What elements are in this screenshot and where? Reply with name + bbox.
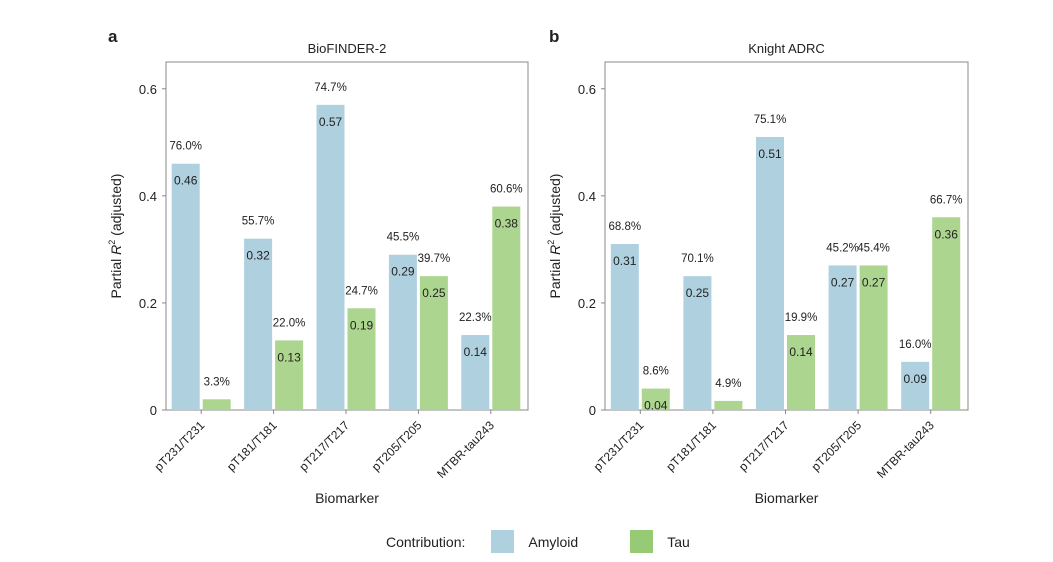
bar-amyloid xyxy=(610,244,639,410)
value-label: 0.09 xyxy=(904,372,928,386)
plot-frame xyxy=(165,61,529,411)
bar-tau xyxy=(492,206,521,410)
value-label: 0.51 xyxy=(758,147,782,161)
pct-label: 19.9% xyxy=(785,312,818,324)
pct-label: 45.2% xyxy=(826,242,859,254)
pct-label: 16.0% xyxy=(899,339,932,351)
bar-amyloid xyxy=(828,265,857,410)
pct-label: 55.7% xyxy=(242,216,275,228)
bar-tau xyxy=(275,340,304,410)
bar-amyloid xyxy=(461,335,490,410)
value-label: 0.32 xyxy=(246,249,270,263)
panel-title: Knight ADRC xyxy=(748,41,825,56)
value-label: 0.14 xyxy=(789,345,813,359)
panel-title: BioFINDER-2 xyxy=(308,41,387,56)
bar-amyloid xyxy=(171,163,200,410)
panel-b: b Knight ADRC 0 0.2 0.4 0.6 Partial R2 (adjust… xyxy=(546,27,969,506)
bar-amyloid xyxy=(683,276,712,410)
pct-label: 70.1% xyxy=(681,253,714,265)
value-label: 0.14 xyxy=(464,345,488,359)
panel-letter: b xyxy=(549,27,559,46)
pct-label: 60.6% xyxy=(490,184,523,196)
bar-tau xyxy=(714,400,743,410)
y-tick-label: 0.4 xyxy=(139,189,157,204)
pct-label: 8.6% xyxy=(643,366,669,378)
y-tick-label: 0.2 xyxy=(578,296,596,311)
bar-tau xyxy=(932,217,961,410)
value-label: 0.13 xyxy=(277,350,301,364)
y-tick-label: 0.4 xyxy=(578,189,596,204)
pct-label: 3.3% xyxy=(204,376,230,388)
x-tick-label: pT231/T231 xyxy=(152,418,208,474)
y-tick-label: 0.6 xyxy=(578,82,596,97)
bar-tau xyxy=(859,265,888,410)
x-tick-label: pT217/T217 xyxy=(736,418,792,474)
value-label: 0.25 xyxy=(422,286,446,300)
value-label: 0.57 xyxy=(319,115,343,129)
pct-label: 22.0% xyxy=(273,317,306,329)
plot-frame xyxy=(604,61,969,411)
bar-tau xyxy=(202,399,231,410)
value-label: 0.25 xyxy=(686,286,710,300)
x-tick-label: MTBR-tau243 xyxy=(434,418,497,481)
x-tick-label: pT231/T231 xyxy=(591,418,647,474)
pct-label: 24.7% xyxy=(345,285,378,297)
legend-title: Contribution: xyxy=(386,533,466,550)
pct-label: 76.0% xyxy=(169,141,202,153)
legend: Contribution: Amyloid Tau xyxy=(386,530,690,553)
pct-label: 39.7% xyxy=(418,253,451,265)
x-tick-label: pT205/T205 xyxy=(809,418,865,474)
legend-label-amyloid: Amyloid xyxy=(528,533,579,550)
value-label: 0.27 xyxy=(862,275,886,289)
pct-label: 45.4% xyxy=(857,242,890,254)
pct-label: 45.5% xyxy=(387,232,420,244)
bar-amyloid xyxy=(756,136,784,410)
bar-tau xyxy=(347,308,376,410)
value-label: 0.38 xyxy=(495,217,519,231)
x-axis-label: Biomarker xyxy=(315,490,379,506)
x-tick-label: pT205/T205 xyxy=(369,418,425,474)
legend-label-tau: Tau xyxy=(667,533,690,550)
pct-label: 74.7% xyxy=(314,82,347,94)
bar-amyloid xyxy=(388,254,417,410)
y-tick-label: 0 xyxy=(150,403,157,418)
x-tick-label: pT181/T181 xyxy=(663,418,719,474)
bar-tau xyxy=(787,335,815,410)
pct-label: 22.3% xyxy=(459,312,492,324)
pct-label: 66.7% xyxy=(930,194,963,206)
value-label: 0.27 xyxy=(831,275,855,289)
panel-letter: a xyxy=(108,27,118,46)
value-label: 0.31 xyxy=(613,254,637,268)
bar-tau xyxy=(419,276,448,410)
panel-a: a BioFINDER-2 0 0.2 0.4 0.6 Partial R2 (adjust… xyxy=(107,27,529,506)
legend-swatch-tau xyxy=(630,530,654,553)
pct-label: 75.1% xyxy=(754,114,787,126)
y-tick-label: 0.2 xyxy=(139,296,157,311)
value-label: 0.04 xyxy=(644,399,668,413)
x-tick-label: pT217/T217 xyxy=(296,418,352,474)
bar-amyloid xyxy=(901,361,930,410)
pct-label: 4.9% xyxy=(715,378,741,390)
legend-swatch-amyloid xyxy=(491,530,515,553)
pct-label: 68.8% xyxy=(608,221,641,233)
x-axis-label: Biomarker xyxy=(755,490,819,506)
value-label: 0.19 xyxy=(350,318,374,332)
value-label: 0.36 xyxy=(935,227,959,241)
y-axis-label: Partial R2 (adjusted) xyxy=(107,174,124,299)
x-tick-label: pT181/T181 xyxy=(224,418,280,474)
value-label: 0.29 xyxy=(391,265,415,279)
x-tick-label: MTBR-tau243 xyxy=(874,418,937,481)
y-tick-label: 0 xyxy=(589,403,596,418)
y-tick-label: 0.6 xyxy=(139,82,157,97)
y-axis-label: Partial R2 (adjusted) xyxy=(546,174,563,299)
bar-tau xyxy=(641,388,670,410)
value-label: 0.46 xyxy=(174,174,198,188)
bar-amyloid xyxy=(316,104,345,410)
bar-amyloid xyxy=(244,238,273,410)
